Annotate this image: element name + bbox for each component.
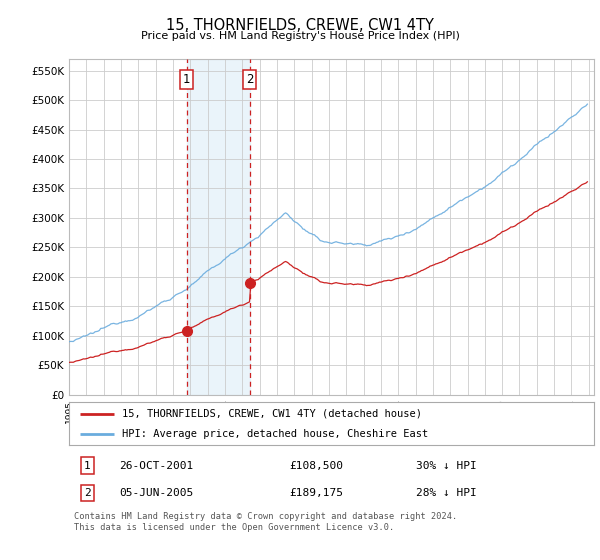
Text: 26-OCT-2001: 26-OCT-2001: [119, 460, 193, 470]
Text: 05-JUN-2005: 05-JUN-2005: [119, 488, 193, 498]
Text: HPI: Average price, detached house, Cheshire East: HPI: Average price, detached house, Ches…: [121, 430, 428, 439]
Text: 15, THORNFIELDS, CREWE, CW1 4TY: 15, THORNFIELDS, CREWE, CW1 4TY: [166, 18, 434, 33]
Text: 30% ↓ HPI: 30% ↓ HPI: [415, 460, 476, 470]
Text: 2: 2: [246, 73, 253, 86]
Text: Contains HM Land Registry data © Crown copyright and database right 2024.
This d: Contains HM Land Registry data © Crown c…: [74, 512, 458, 532]
Text: 28% ↓ HPI: 28% ↓ HPI: [415, 488, 476, 498]
Text: £189,175: £189,175: [290, 488, 343, 498]
Text: Price paid vs. HM Land Registry's House Price Index (HPI): Price paid vs. HM Land Registry's House …: [140, 31, 460, 41]
Bar: [187, 59, 250, 395]
Text: 1: 1: [84, 460, 91, 470]
Text: 2: 2: [84, 488, 91, 498]
Text: £108,500: £108,500: [290, 460, 343, 470]
Text: 1: 1: [183, 73, 190, 86]
Text: 15, THORNFIELDS, CREWE, CW1 4TY (detached house): 15, THORNFIELDS, CREWE, CW1 4TY (detache…: [121, 409, 421, 419]
